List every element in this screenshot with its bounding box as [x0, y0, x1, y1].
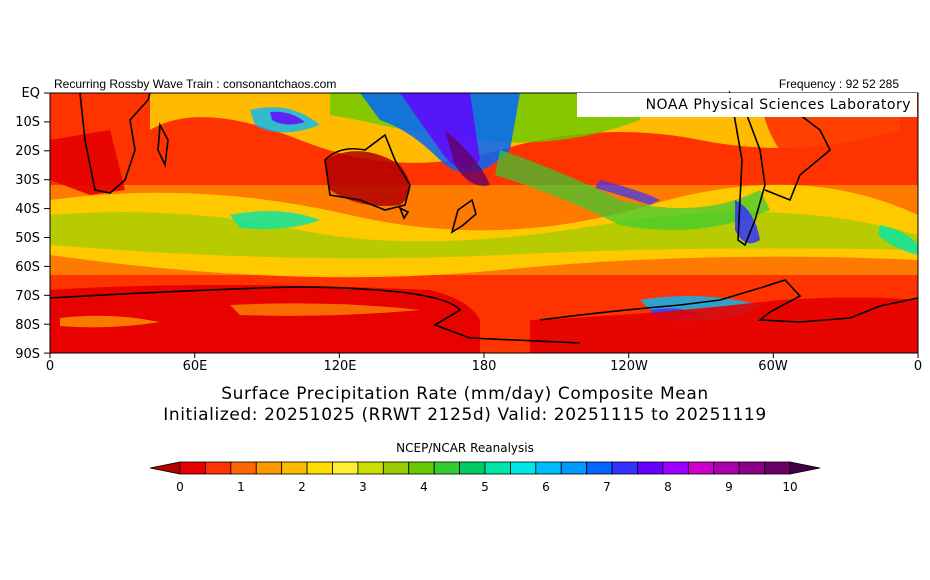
header-left-text: Recurring Rossby Wave Train : consonantc…: [54, 77, 337, 91]
lat-label: 40S: [15, 202, 40, 217]
colorbar-swatch: [560, 461, 588, 475]
colorbar-tick-label: 0: [176, 480, 184, 494]
colorbar-swatch: [205, 461, 232, 475]
header-right-text: Frequency : 92 52 285: [778, 77, 899, 91]
latitude-ticks: [44, 92, 50, 354]
lat-label: EQ: [21, 86, 40, 101]
lat-label: 20S: [15, 144, 40, 159]
lon-label: 0: [45, 359, 55, 374]
lon-label: 120E: [323, 359, 357, 374]
colorbar-tick-label: 8: [664, 480, 672, 494]
lon-label: 60W: [758, 359, 788, 374]
lon-label: 180: [471, 359, 497, 374]
lon-label: 0: [913, 359, 923, 374]
colorbar-swatch: [586, 461, 613, 475]
colorbar-swatch: [687, 461, 715, 475]
colorbar-swatch: [510, 461, 537, 475]
colorbar-swatch: [306, 461, 333, 475]
colorbar-tick-label: 5: [481, 480, 489, 494]
lon-label: 120W: [610, 359, 648, 374]
colorbar-swatch: [332, 461, 359, 475]
colorbar-swatch: [535, 461, 562, 475]
colorbar-swatch: [764, 461, 791, 475]
coastlines: [49, 90, 919, 344]
colorbar-swatch: [459, 461, 486, 475]
colorbar-swatch: [637, 461, 664, 475]
title-line-1: Surface Precipitation Rate (mm/day) Comp…: [221, 384, 709, 404]
colorbar: [149, 461, 821, 475]
lat-label: 50S: [15, 231, 40, 246]
longitude-ticks: [49, 353, 919, 358]
colorbar-swatch: [662, 461, 689, 475]
colorbar-swatch: [230, 461, 257, 475]
lab-label: NOAA Physical Sciences Laboratory: [577, 93, 917, 117]
colorbar-arrow-high: [789, 461, 821, 475]
lat-label: 70S: [15, 289, 40, 304]
title-line-2: Initialized: 20251025 (RRWT 2125d) Valid…: [163, 405, 767, 425]
lat-label: 80S: [15, 318, 40, 333]
colorbar-swatch: [433, 461, 460, 475]
precipitation-field: [50, 93, 918, 353]
colorbar-tick-label: 6: [542, 480, 550, 494]
colorbar-tick-label: 3: [359, 480, 367, 494]
colorbar-swatch: [357, 461, 384, 475]
colorbar-tick-label: 2: [298, 480, 306, 494]
colorbar-swatch: [611, 461, 638, 475]
colorbar-swatch: [738, 461, 765, 475]
lat-label: 90S: [15, 347, 40, 362]
colorbar-swatch: [382, 461, 410, 475]
colorbar-arrow-low: [149, 461, 181, 475]
lat-label: 60S: [15, 260, 40, 275]
colorbar-swatch: [281, 461, 308, 475]
lat-label: 10S: [15, 115, 40, 130]
colorbar-swatch: [179, 461, 206, 475]
colorbar-swatch: [255, 461, 283, 475]
colorbar-tick-label: 7: [603, 480, 611, 494]
source-label: NCEP/NCAR Reanalysis: [396, 441, 534, 455]
colorbar-swatch: [408, 461, 435, 475]
lon-label: 60E: [182, 359, 208, 374]
lat-label: 30S: [15, 173, 40, 188]
colorbar-tick-label: 4: [420, 480, 428, 494]
colorbar-swatch: [484, 461, 511, 475]
colorbar-tick-label: 9: [725, 480, 733, 494]
colorbar-swatch: [713, 461, 740, 475]
colorbar-tick-label: 10: [782, 480, 798, 494]
colorbar-tick-label: 1: [237, 480, 245, 494]
